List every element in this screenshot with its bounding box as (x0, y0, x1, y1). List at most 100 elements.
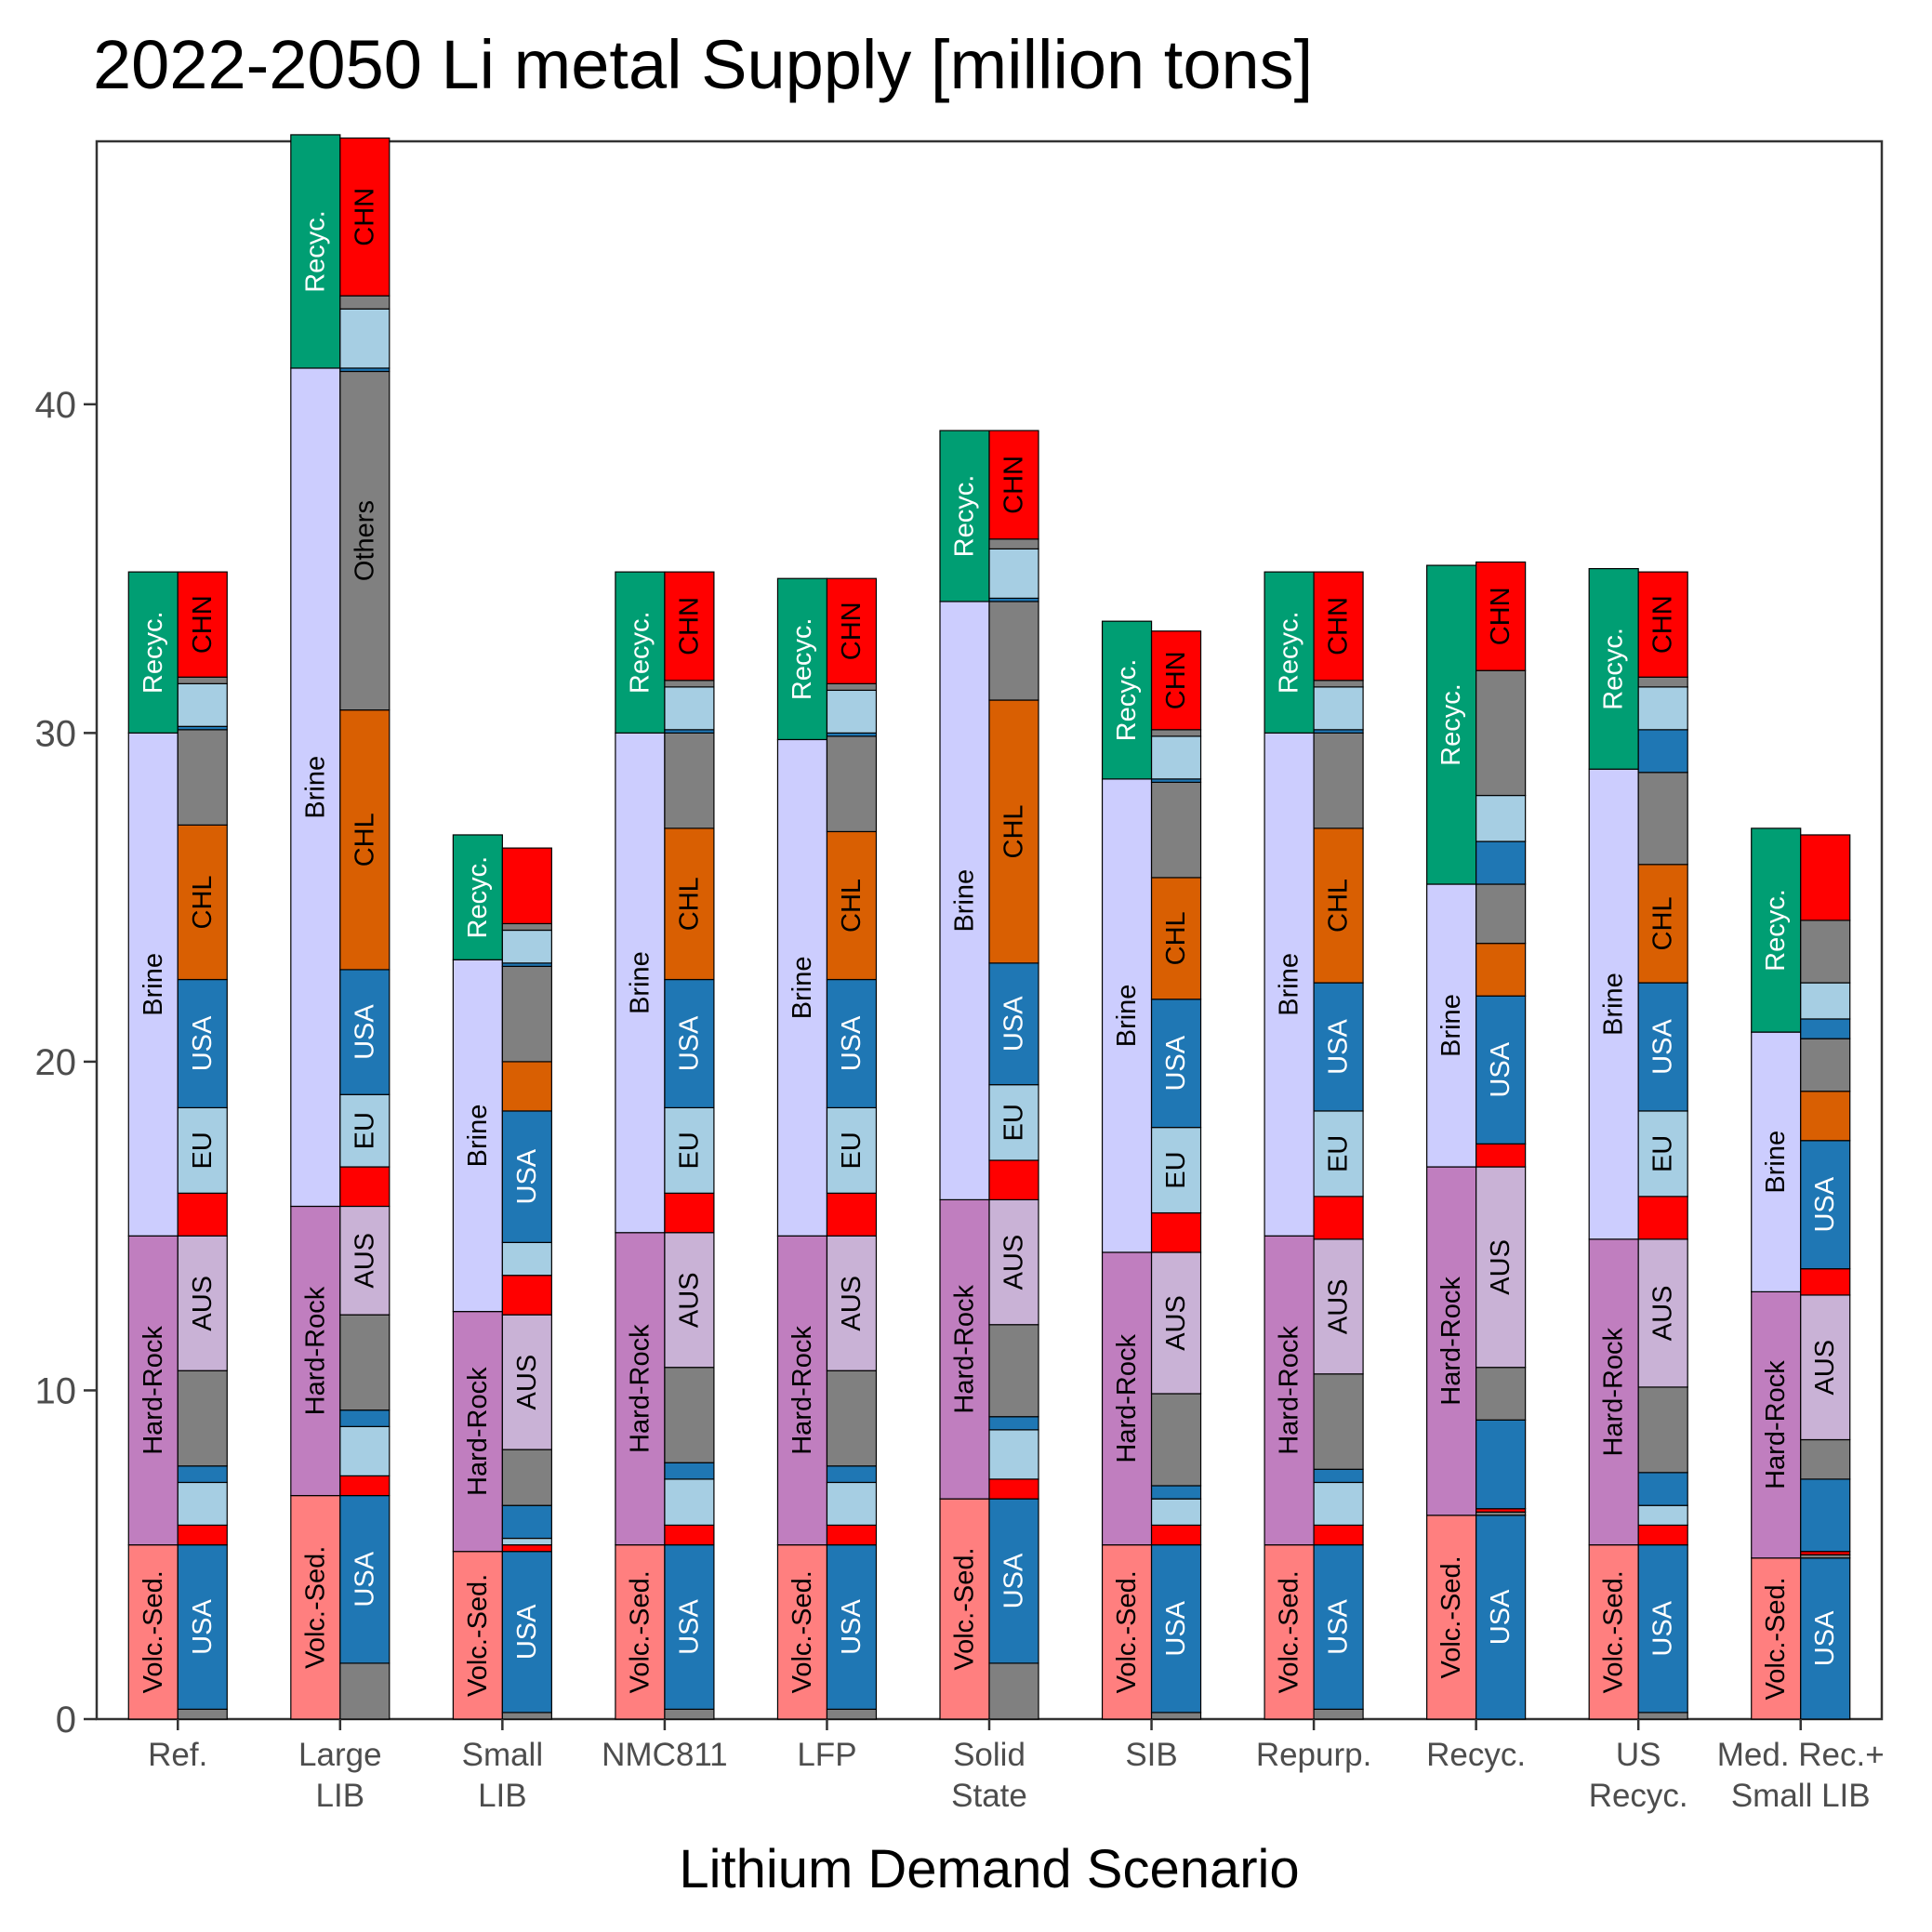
segment-label: Volc.-Sed. (139, 1570, 168, 1693)
segment-label: AUS (1161, 1295, 1191, 1351)
bar-segment-hard-rock (1264, 1235, 1315, 1546)
segment-label: Brine (463, 1105, 493, 1168)
resource-bar: Volc.-Sed. Hard-Rock Brine Recyc. (1588, 568, 1639, 1720)
bar-segment-eu (501, 1537, 552, 1546)
segment-label: USA (1648, 1019, 1678, 1075)
resource-bar: Volc.-Sed. Hard-Rock Brine Recyc. (939, 430, 990, 1720)
country-bar: USA AUS EU USA CHL CHN (1637, 571, 1688, 1720)
segment-label: CHL (188, 875, 218, 929)
bar-segment-usa (1150, 1544, 1202, 1714)
segment-label: Volc.-Sed. (787, 1570, 817, 1693)
segment-label: Volc.-Sed. (300, 1546, 330, 1669)
bar-segment-aus (1475, 1166, 1527, 1369)
segment-label: Volc.-Sed. (1761, 1577, 1791, 1700)
bar-segment-chl (664, 827, 715, 981)
bar-segment-usa (664, 978, 715, 1109)
segment-label: Hard-Rock (300, 1286, 330, 1415)
bar-segment-chn (1637, 571, 1688, 678)
country-bar: USA AUS EU USA CHL CHN (177, 571, 228, 1720)
bar-segment-chn (1637, 1524, 1688, 1546)
bar-segment-chn (177, 1524, 228, 1546)
bar-segment-minor (1150, 729, 1202, 737)
segment-label: USA (1810, 1176, 1840, 1232)
x-tick-label: LIB (316, 1778, 365, 1814)
bar-segment-usa (1150, 999, 1202, 1129)
bar-segment-minor (501, 1449, 552, 1506)
segment-label: EU (188, 1131, 218, 1169)
bar-segment-chn (1637, 1196, 1688, 1240)
x-tick-label: Repurp. (1256, 1737, 1372, 1773)
segment-label: AUS (188, 1276, 218, 1331)
resource-bar: Volc.-Sed. Hard-Rock Brine Recyc. (290, 134, 341, 1720)
bar-segment-volc-sed (1101, 1544, 1153, 1720)
bar-segment-minor (1150, 781, 1202, 879)
bar-segment-volc-sed (1751, 1557, 1802, 1720)
segment-label: Brine (1112, 985, 1142, 1048)
bar-segment-minor (339, 1314, 390, 1411)
segment-label: Brine (1436, 994, 1466, 1057)
bar-segment-chn (177, 571, 228, 678)
bar-segment-minor (501, 1712, 552, 1720)
bar-segment-eu (826, 689, 878, 734)
segment-label: USA (674, 1015, 704, 1071)
segment-label: CHN (188, 595, 218, 654)
bar-segment-usa (1800, 1478, 1851, 1553)
resource-bar: Volc.-Sed. Hard-Rock Brine Recyc. (615, 571, 666, 1720)
x-tick-label: NMC811 (602, 1737, 728, 1773)
bar-segment-aus (177, 1235, 228, 1371)
y-tick-label: 30 (35, 713, 77, 754)
x-tick-label: Med. Rec.+ (1717, 1737, 1885, 1773)
segment-label: Brine (300, 756, 330, 819)
bar-segment-chl (1313, 827, 1364, 984)
bar-segment-minor (1800, 1038, 1851, 1092)
country-bar: USA AUS USA (1800, 834, 1851, 1720)
resource-bar: Volc.-Sed. Hard-Rock Brine Recyc. (452, 834, 503, 1720)
resource-bar: Volc.-Sed. Hard-Rock Brine Recyc. (127, 571, 179, 1720)
bar-segment-usa (177, 978, 228, 1109)
segment-label: Hard-Rock (1112, 1334, 1142, 1463)
bar-segment-eu (177, 1481, 228, 1527)
bar-segment-chn (501, 1544, 552, 1553)
bar-segment-eu (1313, 1481, 1364, 1527)
bar-segment-chn (1475, 561, 1527, 671)
country-bar: USA AUS EU USA CHL Others CHN (339, 137, 390, 1720)
bar-segment-usa (988, 962, 1039, 1086)
segment-label: CHL (1648, 896, 1678, 950)
bar-segment-aus (1800, 1294, 1851, 1441)
country-bar: USA AUS USA CHN (1475, 561, 1527, 1720)
bar-segment-recyc (452, 834, 503, 960)
bar-segment-chn (501, 847, 552, 925)
resource-bar: Volc.-Sed. Hard-Rock Brine Recyc. (776, 577, 828, 1720)
segment-label: Recyc. (1761, 889, 1791, 972)
bar-segment-minor (339, 1662, 390, 1720)
bar-segment-eu (1313, 686, 1364, 731)
segment-label: USA (1161, 1035, 1191, 1091)
bar-segment-hard-rock (1426, 1166, 1477, 1516)
segment-label: AUS (1324, 1278, 1354, 1334)
bar-segment-usa (1475, 995, 1527, 1145)
bar-segment-usa (1475, 840, 1527, 885)
segment-label: Brine (787, 957, 817, 1020)
segment-label: USA (188, 1599, 218, 1655)
bar-segment-usa (1800, 1018, 1851, 1039)
segment-label: USA (837, 1599, 867, 1655)
bar-segment-usa (1150, 1485, 1202, 1500)
segment-label: Brine (139, 953, 168, 1016)
bar-segment-minor (177, 729, 228, 826)
bar-segment-chl (826, 830, 878, 981)
bar-segment-minor (988, 1324, 1039, 1418)
bar-segment-chn (826, 1192, 878, 1237)
segment-label: USA (1486, 1589, 1515, 1645)
segment-label: CHL (1324, 879, 1354, 933)
segment-label: CHN (837, 602, 867, 660)
bar-segment-aus (988, 1198, 1039, 1326)
segment-label: USA (674, 1599, 704, 1655)
bar-segment-hard-rock (290, 1205, 341, 1497)
bar-segment-minor (177, 1708, 228, 1720)
bar-segment-aus (501, 1314, 552, 1450)
segment-label: EU (1161, 1151, 1191, 1188)
chart-title: 2022-2050 Li metal Supply [million tons] (93, 26, 1313, 103)
segment-label: AUS (837, 1276, 867, 1331)
bar-segment-hard-rock (1101, 1251, 1153, 1546)
bar-segment-minor (1313, 732, 1364, 829)
